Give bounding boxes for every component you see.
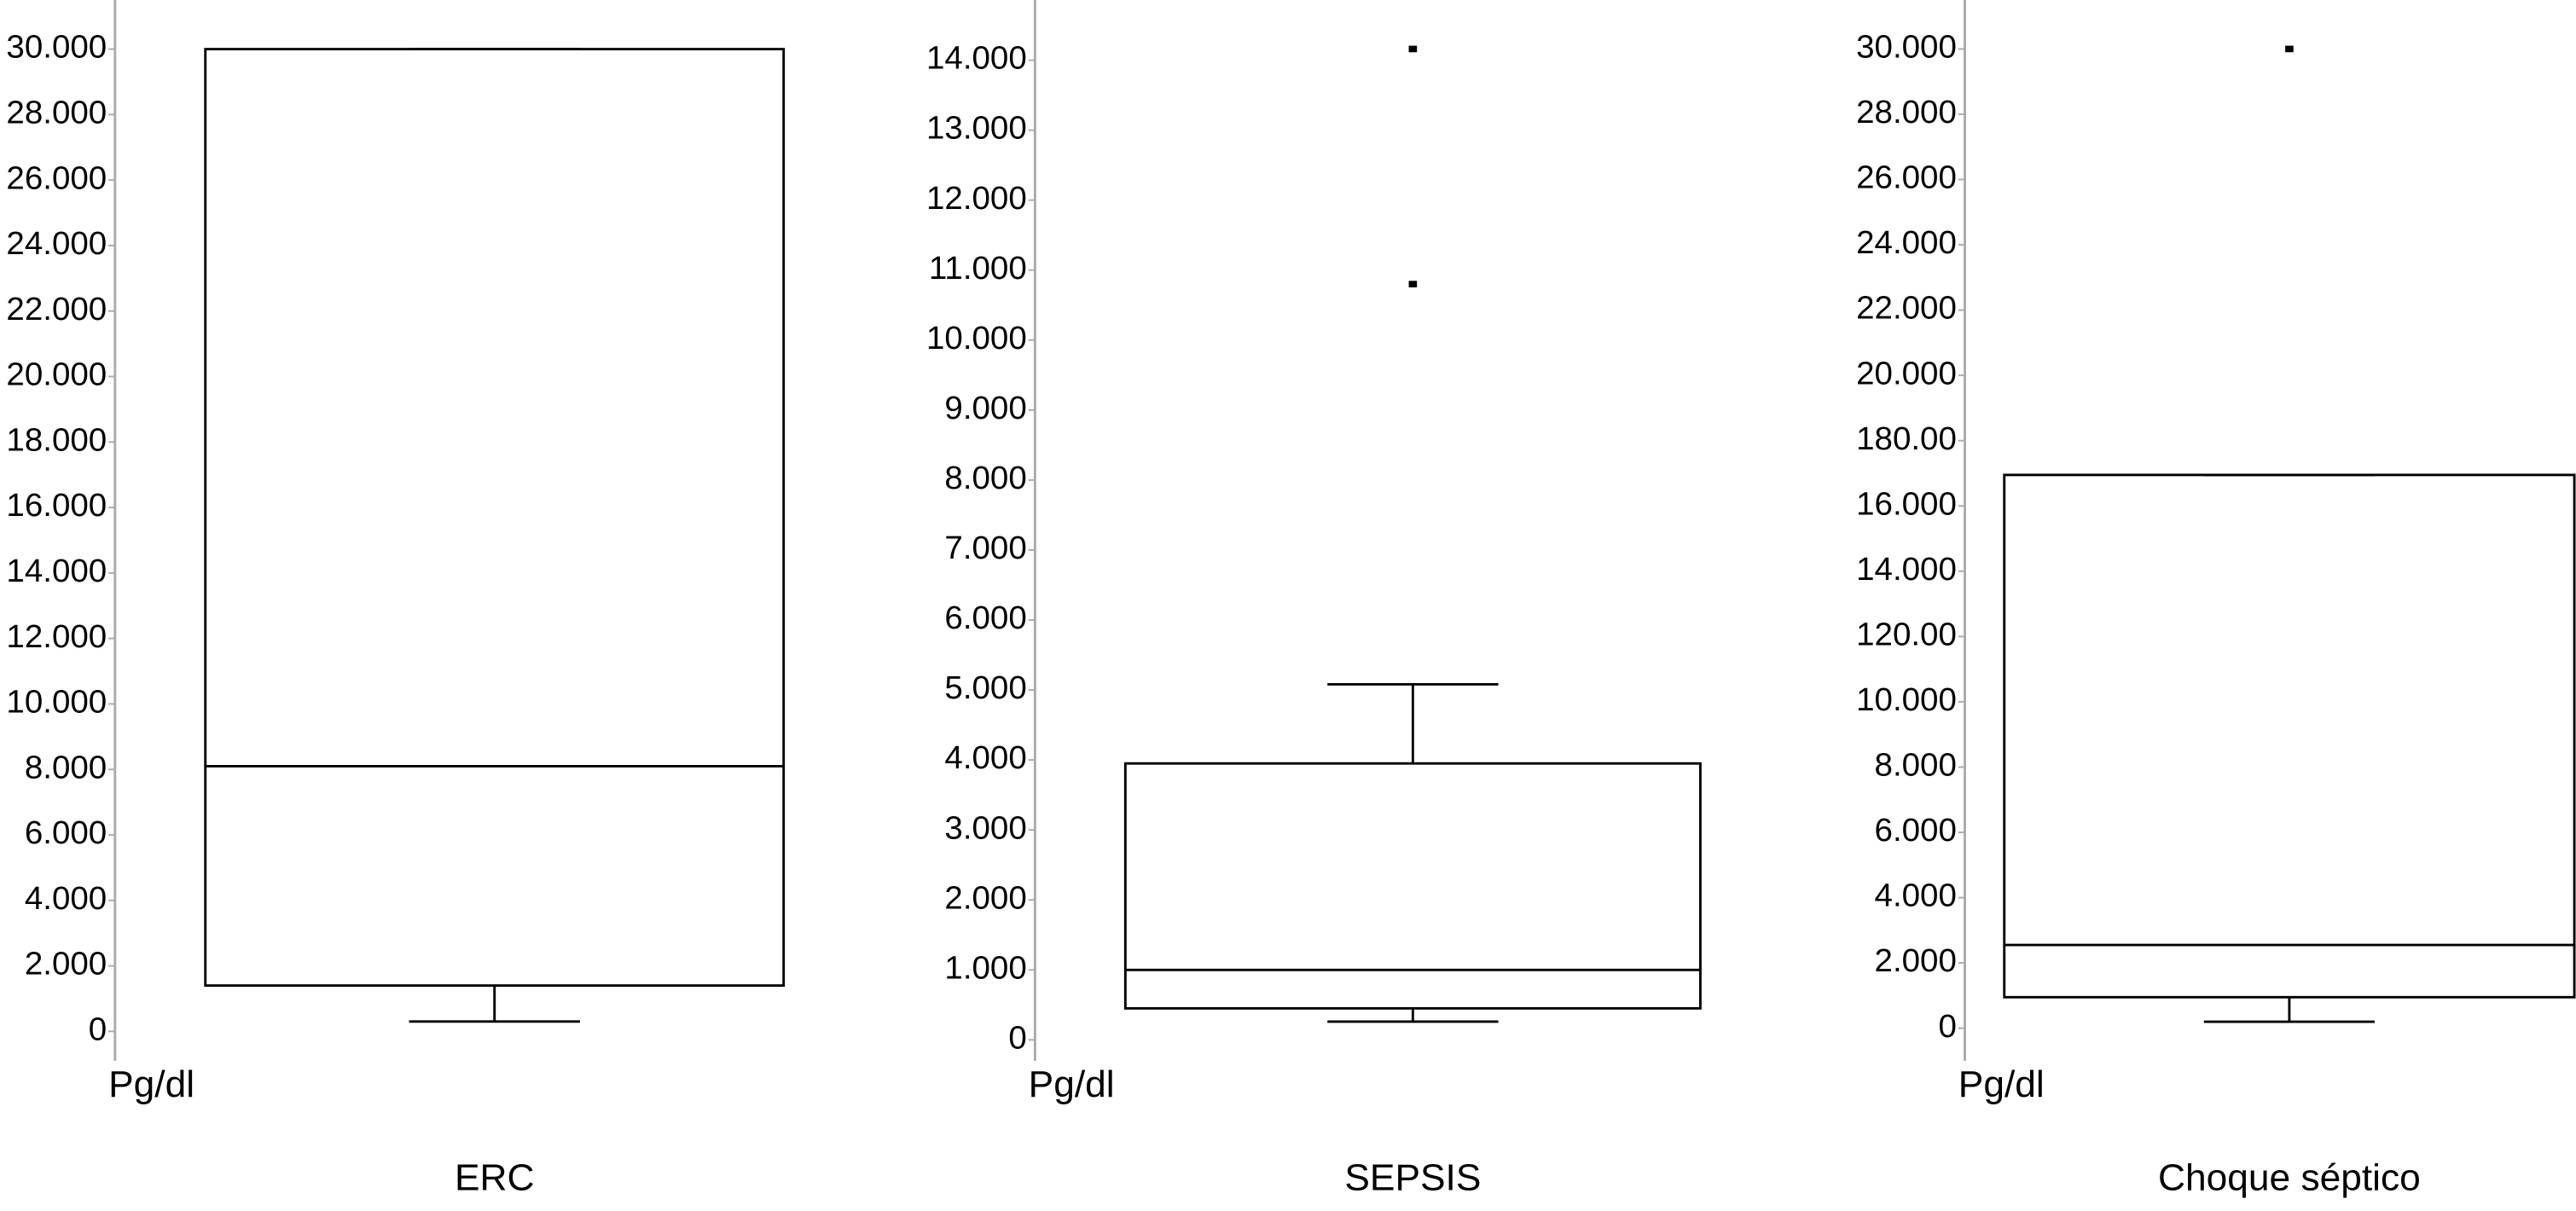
- y-tick-label: 14.000: [926, 40, 1027, 77]
- y-tick-label: 20.000: [6, 356, 107, 393]
- y-tick-label: 6.000: [1875, 812, 1957, 849]
- y-tick-label: 10.000: [1856, 681, 1957, 718]
- y-tick-label: 4.000: [1875, 878, 1957, 914]
- y-axis-label: Pg/dl: [1029, 1063, 1115, 1105]
- y-tick-label: 120.00: [1856, 617, 1957, 653]
- y-tick-label: 10.000: [6, 684, 107, 721]
- y-tick-label: 11.000: [929, 250, 1027, 287]
- y-tick-label: 16.000: [6, 487, 107, 524]
- box: [204, 48, 786, 988]
- y-tick-label: 8.000: [944, 460, 1026, 496]
- y-tick-label: 3.000: [944, 809, 1026, 846]
- y-tick-label: 180.00: [1856, 420, 1957, 457]
- y-tick-label: 2.000: [1875, 942, 1957, 979]
- y-tick-label: 13.000: [926, 110, 1027, 147]
- y-tick-label: 0: [1938, 1008, 1956, 1045]
- y-tick-label: 4.000: [25, 880, 107, 917]
- y-tick-label: 2.000: [944, 879, 1026, 916]
- y-tick-label: 1.000: [944, 949, 1026, 986]
- y-tick-label: 8.000: [1875, 747, 1957, 784]
- y-tick-label: 14.000: [6, 553, 107, 589]
- y-tick-label: 12.000: [6, 618, 107, 655]
- y-tick-label: 6.000: [944, 600, 1026, 636]
- y-tick-label: 22.000: [6, 291, 107, 327]
- box: [2003, 473, 2576, 999]
- y-tick-label: 8.000: [25, 749, 107, 785]
- outlier: [1408, 281, 1418, 287]
- y-tick-label: 30.000: [1856, 29, 1957, 66]
- y-tick-label: 10.000: [926, 320, 1027, 356]
- y-tick-label: 2.000: [25, 946, 107, 982]
- y-tick-label: 28.000: [6, 95, 107, 131]
- y-tick-label: 30.000: [6, 29, 107, 66]
- box: [1123, 762, 1702, 1010]
- y-tick-label: 26.000: [1856, 159, 1957, 196]
- x-tick-label: Choque séptico: [2158, 1156, 2421, 1198]
- y-tick-label: 28.000: [1856, 94, 1957, 130]
- y-tick-label: 12.000: [926, 180, 1027, 217]
- y-axis-label: Pg/dl: [108, 1063, 194, 1105]
- y-tick-label: 24.000: [6, 225, 107, 262]
- x-tick-label: SEPSIS: [1344, 1156, 1481, 1198]
- y-tick-label: 20.000: [1856, 355, 1957, 391]
- y-tick-label: 5.000: [944, 669, 1026, 706]
- y-tick-label: 0: [1008, 1020, 1026, 1057]
- y-tick-label: 16.000: [1856, 485, 1957, 522]
- y-tick-label: 14.000: [1856, 551, 1957, 588]
- outlier: [1408, 45, 1418, 53]
- y-tick-label: 26.000: [6, 159, 107, 196]
- y-tick-label: 4.000: [944, 739, 1026, 776]
- y-tick-label: 22.000: [1856, 290, 1957, 327]
- outlier: [2285, 45, 2294, 53]
- y-tick-label: 0: [89, 1011, 107, 1048]
- y-tick-label: 7.000: [944, 530, 1026, 566]
- y-tick-label: 24.000: [1856, 224, 1957, 261]
- y-tick-label: 18.000: [6, 422, 107, 459]
- y-tick-label: 6.000: [25, 814, 107, 851]
- y-tick-label: 9.000: [944, 390, 1026, 426]
- x-tick-label: ERC: [455, 1156, 535, 1198]
- y-axis-label: Pg/dl: [1958, 1063, 2045, 1105]
